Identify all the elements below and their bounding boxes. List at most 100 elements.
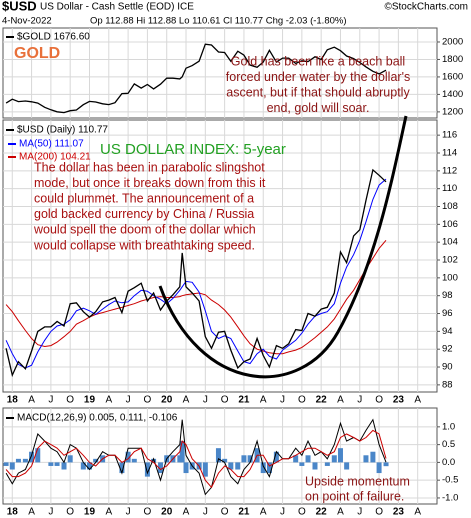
histogram-bar [3,462,9,466]
x-tick-label: J [357,395,362,406]
x-tick-label: O [66,507,74,518]
histogram-bar [305,455,311,463]
histogram-bar [370,451,376,463]
y-tick-label: 108 [442,201,458,212]
x-tick-label: A [105,507,112,518]
y-tick-label: 88 [442,379,453,390]
x-tick-label: O [66,395,74,406]
y-tick-label: -0.5 [442,475,458,486]
histogram-bar [241,455,247,463]
annotation: ascent, but if that should abruptly [226,85,410,99]
x-tick-label: A [105,395,112,406]
y-tick-label: 112 [442,165,457,176]
x-tick-label: 23 [393,395,405,406]
histogram-bar [86,462,92,470]
x-tick-label: A [260,507,267,518]
histogram-bar [131,458,137,463]
plot-area [3,28,437,118]
quote: Op 112.88 Hi 112.88 Lo 110.61 Cl 110.77 … [90,16,347,27]
legend-label: $GOLD 1676.60 [17,32,90,43]
instrument-name: US Dollar - Cash Settle (EOD) ICE [40,2,194,13]
histogram-bar [144,462,150,477]
legend-label: MA(50) 111.07 [19,139,84,150]
histogram-bar [151,458,157,463]
legend-label: $USD (Daily) 110.77 [17,125,108,136]
annotation: mode, but once it breaks down from this … [34,176,266,190]
x-tick-label: 19 [84,395,96,406]
annotation: The dollar has been in parabolic slingsh… [34,160,265,174]
histogram-bar [273,451,279,463]
y-tick-label: 100 [442,272,458,283]
histogram-bar [61,462,67,470]
panel-frame [2,119,438,393]
histogram-bar [125,451,131,463]
panels: 1200 1400 1600 1800 2000 $GOLD 1676.60 GOLD Gol… [2,27,463,518]
histogram-bar [15,458,21,463]
x-tick-label: 20 [161,507,173,518]
histogram-bar [54,462,60,466]
x-tick-label: O [298,395,306,406]
histogram-bar [247,455,253,463]
annotation: would spell the doom of the dollar which [33,223,256,237]
source: ©StockCharts.com [384,2,468,13]
histogram-bar [293,455,299,463]
y-tick-label: -1.0 [442,492,458,503]
x-tick-label: A [28,395,35,406]
x-tick-label: 18 [7,395,19,406]
y-tick-label: 1200 [442,106,463,117]
annotation: forced under water by the dollar's [226,70,410,84]
y-tick-label: 98 [442,290,453,301]
x-tick-label: J [48,395,53,406]
x-tick-label: O [221,507,229,518]
annotation: could plummet. The announcement of a [34,191,254,205]
y-tick-label: 110 [442,183,457,194]
x-tick-label: 23 [393,507,405,518]
histogram-bar [266,462,272,474]
annotation: would collapse with breathtaking speed. [33,238,255,252]
histogram-bar [202,462,208,477]
y-tick-label: 1600 [442,71,463,82]
x-tick-label: J [280,507,285,518]
histogram-bar [222,458,228,463]
y-tick-label: 1800 [442,54,463,65]
x-tick-label: J [126,507,131,518]
x-tick-label: J [280,395,285,406]
x-tick-label: J [357,507,362,518]
x-tick-label: O [375,507,383,518]
x-tick-label: A [414,507,421,518]
y-tick-label: 92 [442,344,453,355]
x-tick-label: A [260,395,267,406]
histogram-bar [48,462,54,466]
histogram-bar [235,462,241,470]
x-tick-label: 20 [161,395,173,406]
x-tick-label: 22 [316,395,328,406]
series-line [5,178,387,369]
histogram-bar [363,455,369,463]
x-tick-label: O [221,395,229,406]
histogram-bar [228,462,234,470]
y-tick-label: 106 [442,219,458,230]
histogram-bar [29,451,35,463]
x-tick-label: A [183,395,190,406]
histogram-bar [376,462,382,474]
y-tick-label: 116 [442,130,457,141]
y-tick-label: 90 [442,362,453,373]
histogram-bar [67,455,73,463]
legend-label: MA(200) 104.21 [19,152,91,163]
annotation: end, gold will soar. [267,101,370,115]
panel-title: US DOLLAR INDEX: 5-year [100,141,286,158]
x-tick-label: O [375,395,383,406]
plot-area [3,120,437,392]
histogram-bar [344,462,350,470]
x-tick-label: O [144,395,152,406]
y-tick-label: 94 [442,326,453,337]
symbol: $USD [2,0,37,13]
x-tick-label: J [48,507,53,518]
x-tick-label: 19 [84,507,96,518]
x-tick-label: O [144,507,152,518]
x-tick-label: A [337,507,344,518]
x-tick-label: A [183,507,190,518]
y-tick-label: 0.0 [442,457,455,468]
annotation: Upside momentum [305,474,410,488]
